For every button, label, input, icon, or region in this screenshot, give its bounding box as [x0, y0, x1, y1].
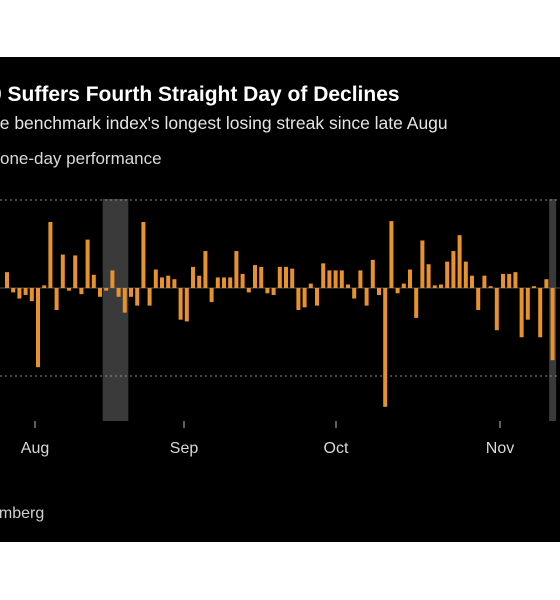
bar — [23, 288, 28, 296]
bar — [259, 266, 264, 288]
bar — [284, 266, 288, 288]
bar — [17, 288, 22, 299]
bar-chart: Aug Sep Oct Nov — [0, 199, 560, 457]
bar — [203, 251, 208, 288]
source-note: omberg — [0, 505, 45, 522]
bar — [346, 284, 350, 288]
bar — [85, 239, 90, 288]
bar — [321, 263, 326, 288]
x-tick-label: Sep — [170, 440, 199, 457]
bar — [54, 288, 59, 310]
chart-card: 0 Suffers Fourth Straight Day of Decline… — [0, 57, 560, 542]
bar — [290, 268, 295, 288]
bar — [507, 273, 512, 288]
bar — [178, 288, 183, 320]
bar — [364, 288, 369, 306]
bar — [352, 288, 357, 299]
bar — [147, 288, 152, 306]
chart-title: 0 Suffers Fourth Straight Day of Decline… — [0, 83, 400, 106]
bar — [116, 288, 121, 297]
bar — [5, 272, 9, 288]
bar — [160, 277, 164, 288]
bar — [271, 288, 276, 296]
bar — [513, 272, 518, 288]
bar — [532, 286, 536, 288]
bar — [339, 270, 344, 288]
bar — [79, 288, 84, 295]
chart-subtitle: he benchmark index's longest losing stre… — [0, 113, 448, 133]
bar — [439, 284, 443, 288]
bar — [544, 279, 549, 288]
bar — [550, 288, 555, 361]
bar — [494, 288, 499, 331]
bar — [122, 288, 127, 313]
bar — [11, 288, 16, 293]
bar — [420, 240, 425, 288]
bar — [302, 288, 307, 308]
bar — [358, 270, 363, 288]
bar — [265, 288, 270, 294]
bar — [395, 288, 400, 294]
bar — [408, 269, 412, 288]
bar — [98, 288, 102, 297]
bar — [141, 222, 146, 288]
bar — [538, 288, 543, 338]
bar — [476, 288, 481, 310]
bar — [36, 288, 40, 368]
bar — [333, 270, 338, 288]
x-tick-label: Nov — [486, 440, 514, 457]
bar — [414, 288, 419, 318]
bar — [253, 265, 257, 288]
bar — [110, 270, 115, 288]
bar — [426, 264, 431, 288]
bar — [277, 266, 282, 288]
bar — [104, 288, 109, 291]
bar — [222, 277, 226, 288]
bar — [401, 283, 406, 288]
bar — [67, 288, 71, 291]
bar — [42, 285, 47, 288]
bar — [463, 261, 468, 288]
y-axis-label: one-day performance — [0, 149, 162, 168]
bar — [470, 275, 474, 288]
bar — [519, 288, 524, 338]
bar — [234, 251, 239, 288]
bar — [48, 222, 53, 288]
bar — [240, 273, 245, 288]
bar — [73, 255, 78, 288]
bar — [383, 288, 388, 407]
bar — [129, 288, 133, 297]
bar — [172, 279, 177, 288]
bar — [246, 288, 251, 293]
bar — [370, 259, 375, 288]
bar — [166, 275, 171, 288]
bar — [228, 277, 233, 288]
bar — [488, 286, 493, 288]
bar — [389, 221, 394, 288]
bar — [29, 288, 34, 302]
bar — [482, 275, 487, 288]
bar — [451, 251, 456, 288]
bar — [153, 269, 158, 288]
bar — [501, 273, 505, 288]
bar — [315, 288, 319, 306]
bar — [377, 288, 381, 296]
x-tick-label: Aug — [21, 440, 49, 457]
x-tick-label: Oct — [324, 440, 349, 457]
bar — [184, 288, 189, 322]
bar — [525, 288, 530, 320]
bar — [457, 235, 462, 288]
bar — [197, 275, 202, 288]
bar — [445, 261, 450, 288]
bar — [308, 283, 313, 288]
bar — [135, 288, 140, 306]
bar — [296, 288, 301, 310]
bar — [60, 254, 65, 288]
bar — [209, 288, 214, 303]
bar — [432, 285, 437, 288]
bar — [327, 270, 332, 288]
bar — [91, 274, 96, 288]
bar — [191, 266, 195, 288]
bar — [215, 277, 220, 288]
